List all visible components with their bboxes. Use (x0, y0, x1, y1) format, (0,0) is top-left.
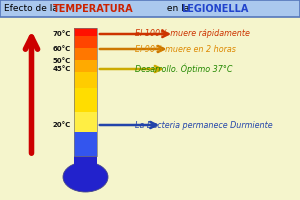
Text: 50°C: 50°C (53, 58, 71, 64)
Bar (74, 156, 97, 177)
Bar (74, 28, 97, 156)
Text: 70°C: 70°C (53, 31, 71, 37)
Text: en la: en la (164, 4, 192, 13)
Bar (74, 72, 97, 88)
Text: LEGIONELLA: LEGIONELLA (182, 3, 249, 14)
Bar (74, 156, 97, 174)
Text: TEMPERATURA: TEMPERATURA (52, 3, 133, 14)
Text: Desarrollo. Óptimo 37°C: Desarrollo. Óptimo 37°C (135, 64, 232, 74)
Text: La Bacteria permanece Durmiente: La Bacteria permanece Durmiente (135, 120, 273, 130)
Bar (74, 28, 97, 36)
Text: 20°C: 20°C (53, 122, 71, 128)
Text: El 90% muere en 2 horas: El 90% muere en 2 horas (135, 45, 236, 53)
Text: El 100% muere rápidamente: El 100% muere rápidamente (135, 29, 250, 38)
Circle shape (63, 162, 108, 192)
Text: Efecto de la: Efecto de la (4, 4, 61, 13)
Text: 45°C: 45°C (53, 66, 71, 72)
Bar (74, 132, 97, 156)
Bar (74, 112, 97, 132)
Bar (74, 36, 97, 48)
Text: 60°C: 60°C (53, 46, 71, 52)
FancyBboxPatch shape (0, 0, 300, 17)
Bar (74, 60, 97, 72)
Bar (74, 48, 97, 60)
Bar (74, 88, 97, 112)
